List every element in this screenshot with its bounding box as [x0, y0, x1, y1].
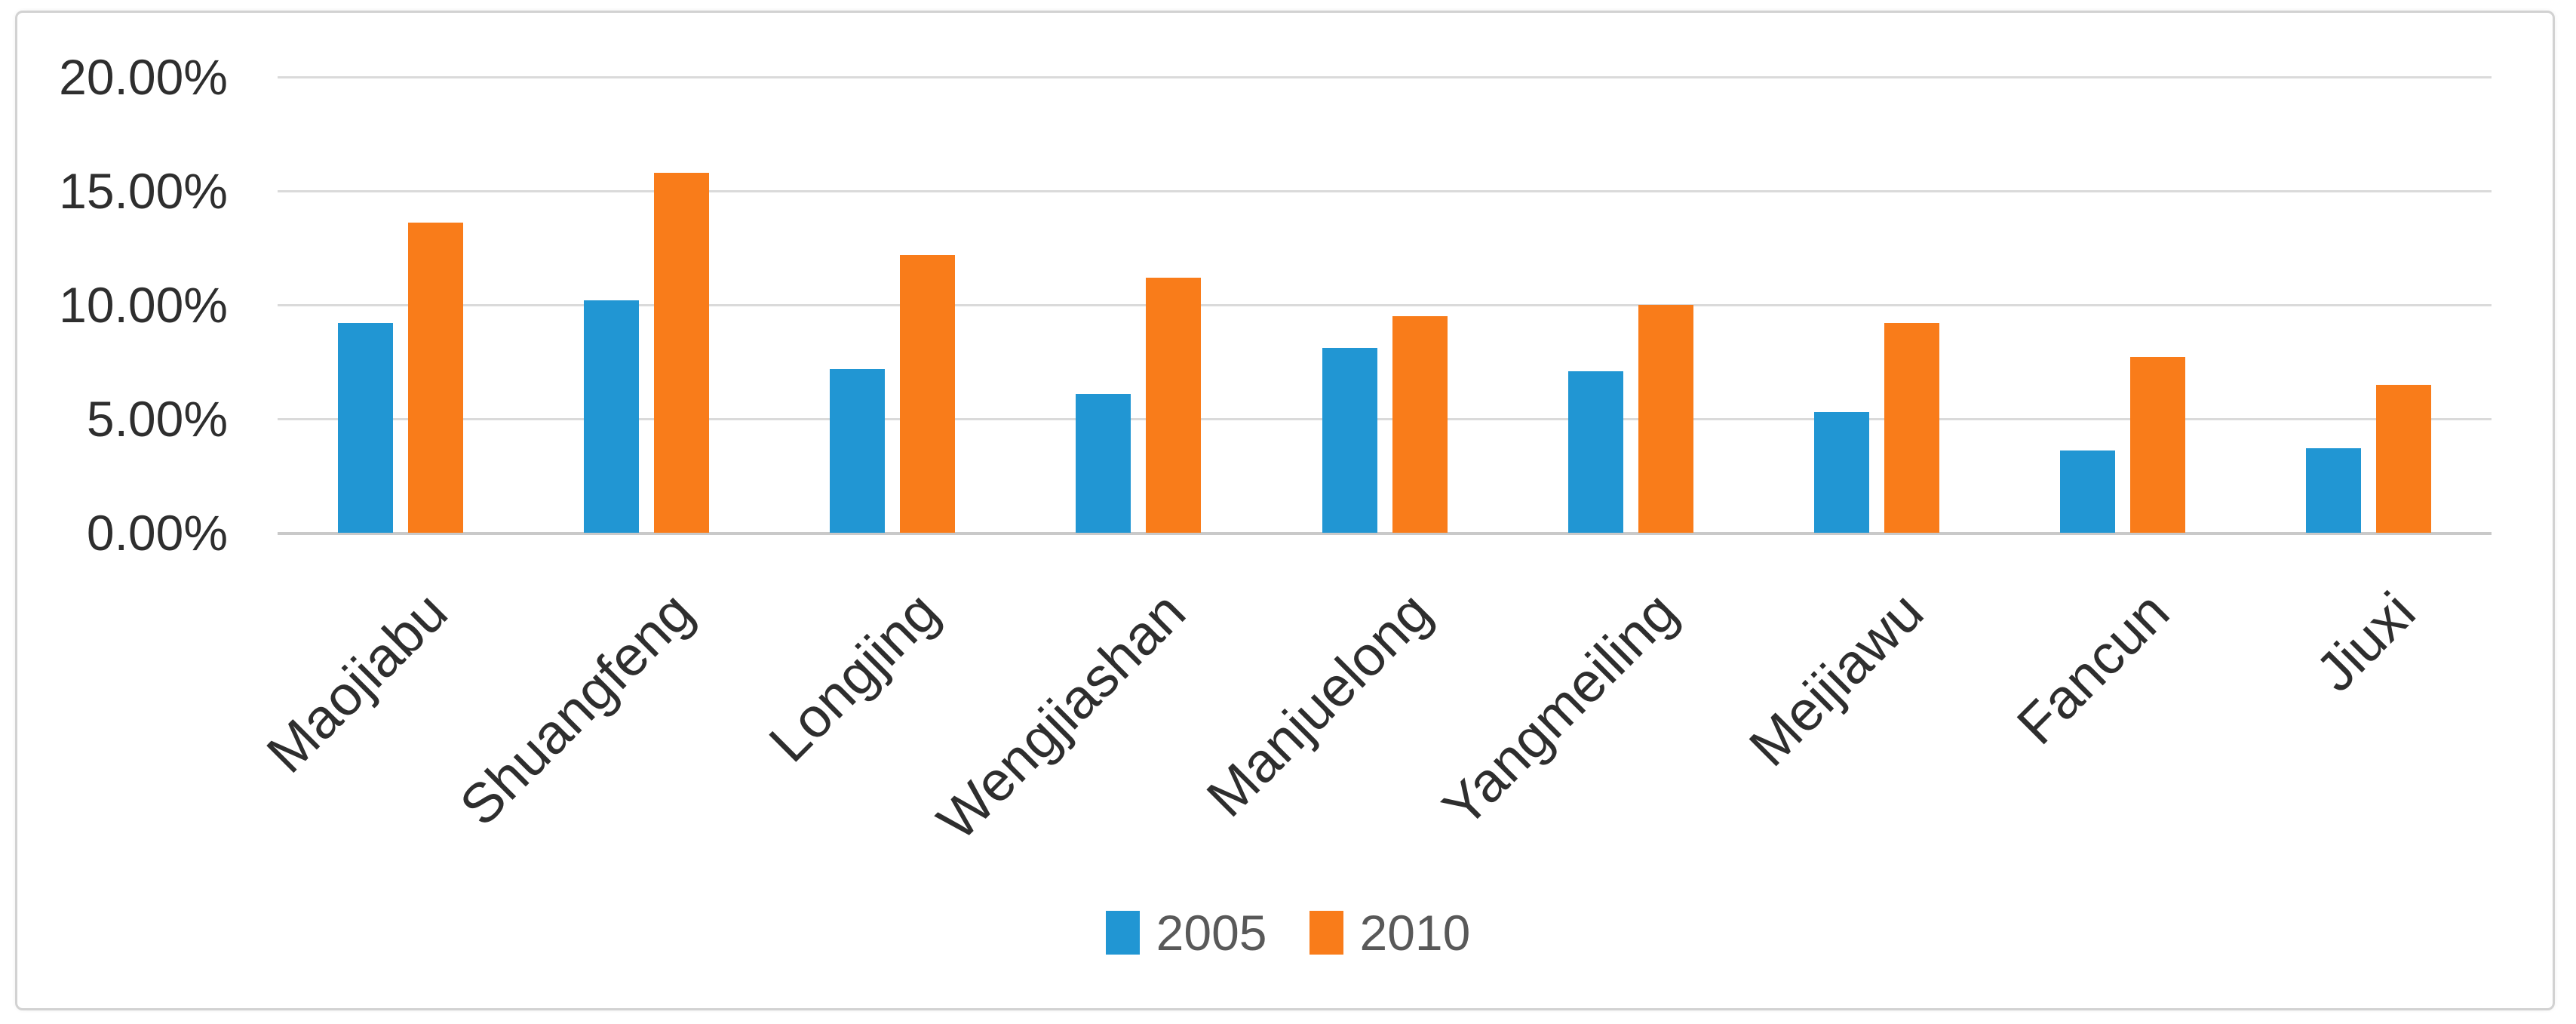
y-tick-label: 0.00%: [86, 505, 228, 561]
bar-2010-fancun: [2129, 357, 2185, 533]
y-tick-label: 10.00%: [59, 277, 228, 333]
gridline: [278, 418, 2492, 420]
bar-2010-maojiabu: [408, 223, 464, 533]
legend: 2005 2010: [0, 903, 2576, 963]
legend-item-2010: 2010: [1309, 903, 1471, 963]
bar-2005-manjuelong: [1322, 348, 1377, 533]
chart-border-frame: [15, 11, 2555, 1010]
bar-2005-maojiabu: [338, 323, 394, 533]
y-tick-label: 15.00%: [59, 163, 228, 219]
y-tick-label: 20.00%: [59, 49, 228, 105]
gridline: [278, 304, 2492, 306]
bar-2010-meijiawu: [1884, 323, 1939, 533]
gridline: [278, 190, 2492, 192]
gridline: [278, 76, 2492, 78]
bar-2010-jiuxi: [2375, 384, 2431, 533]
x-axis-line: [278, 532, 2492, 535]
plot-area: [278, 76, 2492, 535]
bar-2005-shuangfeng: [584, 300, 640, 533]
bar-2005-longjing: [830, 368, 886, 533]
legend-label-2005: 2005: [1156, 905, 1267, 961]
bar-2010-manjuelong: [1392, 316, 1448, 533]
legend-label-2010: 2010: [1359, 905, 1471, 961]
legend-item-2005: 2005: [1105, 903, 1267, 963]
bar-2010-shuangfeng: [654, 172, 710, 533]
bar-2005-jiuxi: [2305, 448, 2361, 533]
bar-2010-longjing: [900, 254, 956, 533]
bar-2005-fancun: [2059, 450, 2115, 533]
bar-2005-wengjiashan: [1076, 393, 1131, 533]
bar-2010-wengjiashan: [1146, 277, 1202, 533]
legend-swatch-2005: [1105, 911, 1140, 955]
bar-2005-meijiawu: [1813, 411, 1869, 533]
legend-swatch-2010: [1309, 911, 1343, 955]
bar-2005-yangmeiling: [1567, 371, 1623, 533]
y-tick-label: 5.00%: [86, 391, 228, 447]
bar-2010-yangmeiling: [1638, 305, 1693, 533]
